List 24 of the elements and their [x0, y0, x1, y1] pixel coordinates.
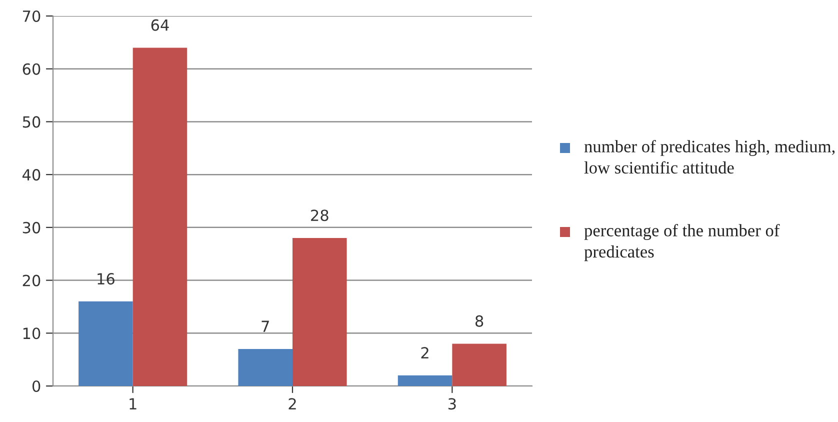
bar: [452, 344, 506, 386]
data-label: 64: [151, 19, 169, 31]
bar: [398, 375, 452, 386]
legend-label: percentage of the number of predicates: [584, 224, 780, 262]
x-tick-label: 2: [288, 398, 296, 410]
data-label: 28: [311, 210, 328, 222]
bar: [78, 301, 133, 386]
data-label: 8: [475, 315, 484, 327]
bar: [238, 349, 292, 386]
bar: [292, 238, 347, 386]
data-label: 2: [421, 347, 428, 358]
y-tick-label: 50: [22, 116, 40, 128]
x-tick-label: 1: [130, 398, 136, 410]
y-tick-label: 70: [23, 10, 40, 22]
bar: [132, 48, 188, 386]
legend-label: number of predicates high, medium, low scientific attitude: [584, 140, 835, 174]
y-tick-label: 30: [22, 222, 40, 234]
y-tick-label: 10: [23, 328, 40, 340]
y-tick-label: 60: [22, 63, 40, 75]
y-tick-label: 0: [32, 380, 40, 392]
y-tick-label: 20: [22, 274, 40, 286]
y-tick-label: 40: [22, 169, 40, 181]
data-label: 7: [262, 320, 269, 332]
x-tick-label: 3: [448, 398, 456, 410]
